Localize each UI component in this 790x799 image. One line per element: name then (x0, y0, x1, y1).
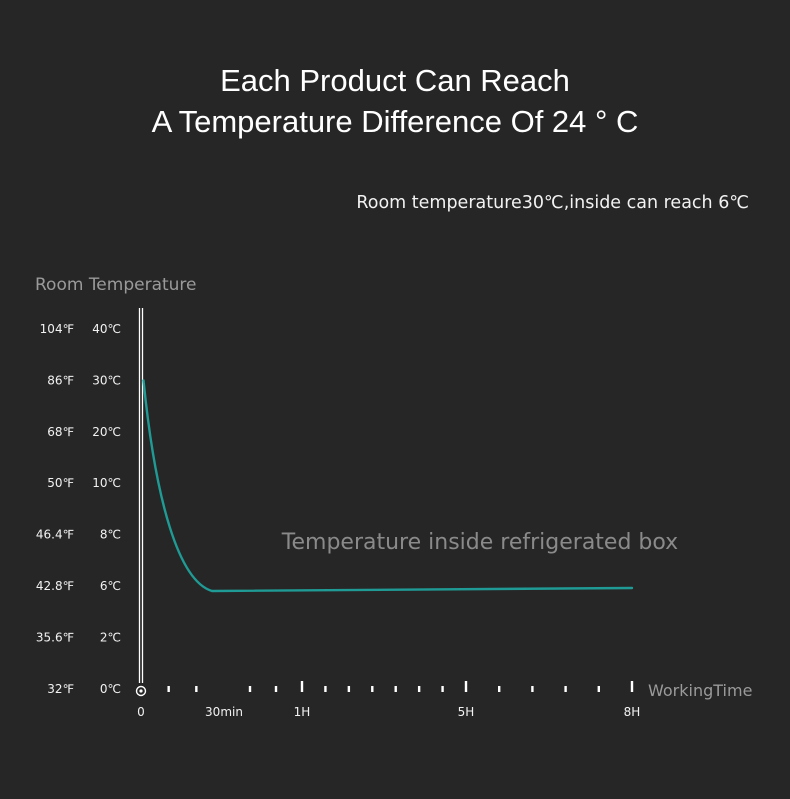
y-tick-label-fahrenheit: 32℉ (47, 682, 74, 696)
y-tick-label-fahrenheit: 68℉ (47, 425, 74, 439)
y-tick-label-fahrenheit: 86℉ (47, 373, 74, 387)
x-major-tick (464, 681, 468, 692)
x-tick-label: 1H (294, 705, 311, 719)
x-axis-title: WorkingTime (648, 681, 752, 700)
subtitle: Room temperature30℃,inside can reach 6℃ (356, 193, 749, 213)
y-tick-label-fahrenheit: 42.8℉ (36, 579, 74, 593)
y-tick-label-celsius: 8℃ (100, 528, 121, 542)
y-tick-label-fahrenheit: 50℉ (47, 476, 74, 490)
x-minor-tick (564, 686, 567, 692)
origin-marker-dot (139, 689, 143, 693)
x-minor-tick (531, 686, 534, 692)
x-minor-tick (498, 686, 501, 692)
title-line-2: A Temperature Difference Of 24 ° C (151, 104, 639, 139)
x-minor-tick (441, 686, 444, 692)
series-label: Temperature inside refrigerated box (281, 530, 678, 555)
x-tick-label: 5H (458, 705, 475, 719)
y-axis-title: Room Temperature (35, 275, 197, 295)
y-tick-label-fahrenheit: 35.6℉ (36, 630, 74, 644)
x-minor-tick (274, 686, 278, 692)
y-tick-label-celsius: 40℃ (92, 322, 121, 336)
x-minor-tick (394, 686, 397, 692)
x-minor-tick (167, 686, 170, 692)
x-minor-tick (195, 686, 198, 692)
x-minor-tick (347, 686, 351, 692)
y-tick-label-fahrenheit: 104℉ (40, 322, 74, 336)
y-tick-label-celsius: 2℃ (100, 630, 121, 644)
series-line-inside-temperature (142, 379, 634, 593)
title-line-1: Each Product Can Reach (220, 63, 570, 98)
x-minor-tick (597, 686, 600, 692)
x-tick-label: 30min (205, 705, 243, 719)
x-tick-label: 8H (624, 705, 641, 719)
x-major-tick (630, 681, 634, 692)
origin-marker (135, 685, 147, 697)
x-minor-tick (417, 686, 421, 692)
y-tick-label-celsius: 10℃ (92, 476, 121, 490)
x-minor-tick (248, 686, 252, 692)
x-major-tick (300, 681, 304, 692)
y-tick-label-celsius: 0℃ (100, 682, 121, 696)
y-tick-label-celsius: 30℃ (92, 373, 121, 387)
y-tick-label-fahrenheit: 46.4℉ (36, 528, 74, 542)
x-minor-tick (371, 686, 374, 692)
y-tick-label-celsius: 20℃ (92, 425, 121, 439)
y-tick-label-celsius: 6℃ (100, 579, 121, 593)
x-tick-label: 0 (137, 705, 145, 719)
x-minor-tick (324, 686, 327, 692)
